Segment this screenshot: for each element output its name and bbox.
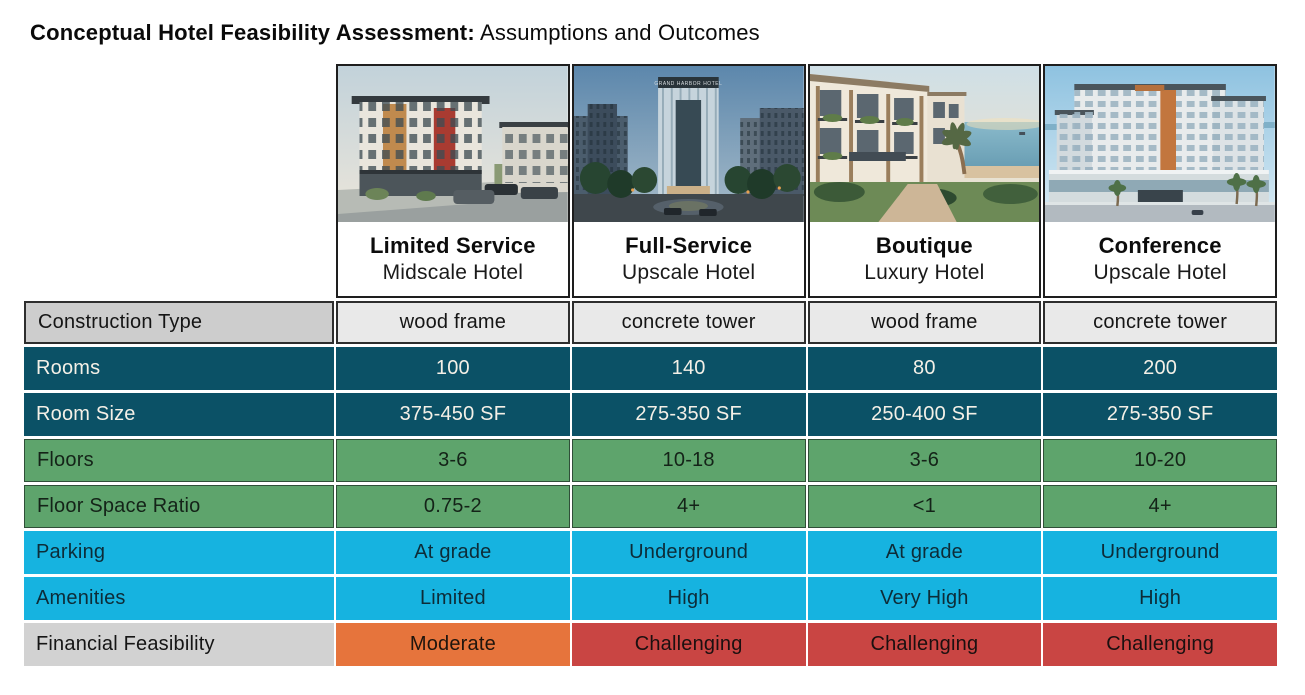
table-cell: 3-6 bbox=[336, 439, 570, 482]
hotel-type-name: Boutique bbox=[875, 233, 973, 259]
table-cell: 250-400 SF bbox=[807, 393, 1042, 436]
table-body: Construction Type wood frame concrete to… bbox=[24, 301, 1277, 666]
hotel-type-subtitle: Midscale Hotel bbox=[382, 260, 524, 284]
row-label-amenities: Amenities bbox=[24, 577, 334, 620]
row-label-room-size: Room Size bbox=[24, 393, 334, 436]
hotel-type-subtitle: Upscale Hotel bbox=[621, 260, 756, 284]
column-name-block: Full-Service Upscale Hotel bbox=[573, 222, 804, 296]
column-name-block: Boutique Luxury Hotel bbox=[809, 222, 1040, 296]
table-cell: <1 bbox=[807, 485, 1042, 528]
boutique-luxury-hotel-photo bbox=[809, 66, 1040, 222]
table-cell: At grade bbox=[807, 531, 1042, 574]
feasibility-status-cell: Challenging bbox=[571, 623, 806, 666]
table-cell: 140 bbox=[571, 347, 806, 390]
table-cell: Underground bbox=[571, 531, 806, 574]
table-cell: Underground bbox=[1043, 531, 1277, 574]
limited-service-midscale-hotel-photo bbox=[338, 66, 568, 222]
table-cell: 200 bbox=[1043, 347, 1277, 390]
row-label-financial-feasibility: Financial Feasibility bbox=[24, 623, 334, 666]
table-cell: At grade bbox=[336, 531, 570, 574]
page-title: Conceptual Hotel Feasibility Assessment:… bbox=[30, 20, 760, 46]
table-cell: High bbox=[571, 577, 806, 620]
page-title-regular: Assumptions and Outcomes bbox=[474, 20, 760, 45]
column-header-boutique: Boutique Luxury Hotel bbox=[807, 64, 1042, 298]
table-header-row: Limited Service Midscale Hotel bbox=[24, 64, 1277, 298]
row-label-rooms: Rooms bbox=[24, 347, 334, 390]
hotel-sign-text: GRAND HARBOR HOTEL bbox=[654, 81, 722, 87]
table-cell: 100 bbox=[336, 347, 570, 390]
table-cell: wood frame bbox=[336, 301, 570, 344]
column-header-limited-service: Limited Service Midscale Hotel bbox=[336, 64, 570, 298]
table-cell: 10-18 bbox=[571, 439, 806, 482]
row-label-construction-type: Construction Type bbox=[24, 301, 334, 344]
table-cell: High bbox=[1043, 577, 1277, 620]
table-cell: concrete tower bbox=[571, 301, 806, 344]
feasibility-status-cell: Challenging bbox=[1043, 623, 1277, 666]
conference-upscale-hotel-photo bbox=[1045, 66, 1275, 222]
hotel-type-subtitle: Upscale Hotel bbox=[1093, 260, 1227, 284]
column-header-full-service: GRAND HARBOR HOTEL bbox=[571, 64, 806, 298]
hotel-type-name: Limited Service bbox=[370, 233, 536, 259]
column-name-block: Limited Service Midscale Hotel bbox=[338, 222, 568, 296]
table-cell: Very High bbox=[807, 577, 1042, 620]
feasibility-status-cell: Moderate bbox=[336, 623, 570, 666]
row-label-floor-space-ratio: Floor Space Ratio bbox=[24, 485, 334, 528]
table-cell: 0.75-2 bbox=[336, 485, 570, 528]
table-cell: 275-350 SF bbox=[571, 393, 806, 436]
table-cell: 4+ bbox=[571, 485, 806, 528]
feasibility-status-cell: Challenging bbox=[807, 623, 1042, 666]
table-cell: Limited bbox=[336, 577, 570, 620]
hotel-type-name: Conference bbox=[1098, 233, 1222, 259]
page-title-bold: Conceptual Hotel Feasibility Assessment: bbox=[30, 20, 475, 45]
table-cell: concrete tower bbox=[1043, 301, 1277, 344]
row-label-parking: Parking bbox=[24, 531, 334, 574]
table-cell: 275-350 SF bbox=[1043, 393, 1277, 436]
table-cell: wood frame bbox=[807, 301, 1042, 344]
table-cell: 375-450 SF bbox=[336, 393, 570, 436]
hotel-type-name: Full-Service bbox=[625, 233, 753, 259]
row-label-floors: Floors bbox=[24, 439, 334, 482]
table-cell: 3-6 bbox=[807, 439, 1042, 482]
column-name-block: Conference Upscale Hotel bbox=[1045, 222, 1275, 296]
feasibility-table: Limited Service Midscale Hotel bbox=[24, 64, 1277, 666]
hotel-type-subtitle: Luxury Hotel bbox=[864, 260, 985, 284]
column-header-conference: Conference Upscale Hotel bbox=[1043, 64, 1277, 298]
table-cell: 4+ bbox=[1043, 485, 1277, 528]
table-cell: 80 bbox=[807, 347, 1042, 390]
table-cell: 10-20 bbox=[1043, 439, 1277, 482]
full-service-upscale-hotel-photo: GRAND HARBOR HOTEL bbox=[573, 66, 804, 222]
header-spacer bbox=[24, 64, 334, 298]
